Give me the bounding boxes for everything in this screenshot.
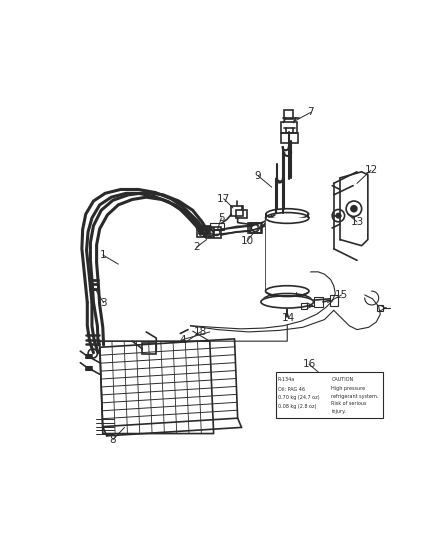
Bar [281, 133, 298, 142]
Text: 9: 9 [254, 171, 261, 181]
Bar [276, 372, 382, 418]
Bar [314, 297, 323, 306]
Ellipse shape [261, 296, 314, 308]
Circle shape [336, 213, 341, 218]
Text: 4: 4 [179, 335, 186, 345]
Text: 8: 8 [110, 435, 116, 445]
Bar [142, 343, 156, 354]
Bar [301, 303, 307, 309]
Text: 14: 14 [282, 313, 295, 323]
Text: 10: 10 [240, 236, 254, 246]
Bar [330, 295, 338, 306]
Text: Risk of serious: Risk of serious [332, 401, 367, 406]
Text: 1: 1 [99, 250, 106, 260]
Bar [266, 214, 309, 291]
Text: 0.08 kg (2.8 oz): 0.08 kg (2.8 oz) [278, 405, 316, 409]
Text: 3: 3 [100, 297, 107, 308]
Text: 7: 7 [307, 108, 314, 117]
Text: 5: 5 [218, 213, 225, 223]
Bar [231, 206, 243, 216]
Text: Oil: PAG 46: Oil: PAG 46 [278, 387, 305, 392]
Ellipse shape [266, 286, 308, 296]
Bar [210, 223, 224, 230]
Text: 17: 17 [217, 193, 230, 204]
Bar [206, 227, 221, 238]
Text: refrigerant system.: refrigerant system. [332, 393, 379, 399]
Text: 12: 12 [364, 165, 378, 175]
Text: 2: 2 [193, 242, 200, 252]
Bar [197, 228, 214, 237]
Bar [281, 123, 297, 133]
Text: 13: 13 [350, 217, 364, 227]
Circle shape [351, 206, 357, 212]
Bar [265, 218, 309, 291]
Text: 18: 18 [194, 327, 207, 337]
Text: 15: 15 [335, 290, 348, 300]
Text: CAUTION: CAUTION [332, 377, 353, 382]
Bar [377, 305, 383, 311]
Bar [236, 210, 247, 218]
Bar [250, 223, 261, 233]
Text: R-134a: R-134a [278, 377, 295, 382]
Bar [284, 110, 293, 119]
Text: 16: 16 [302, 359, 315, 369]
Text: 0.70 kg (24.7 oz): 0.70 kg (24.7 oz) [278, 395, 320, 400]
Text: High pressure: High pressure [332, 386, 366, 391]
Text: injury.: injury. [332, 409, 346, 414]
Bar [248, 223, 261, 232]
